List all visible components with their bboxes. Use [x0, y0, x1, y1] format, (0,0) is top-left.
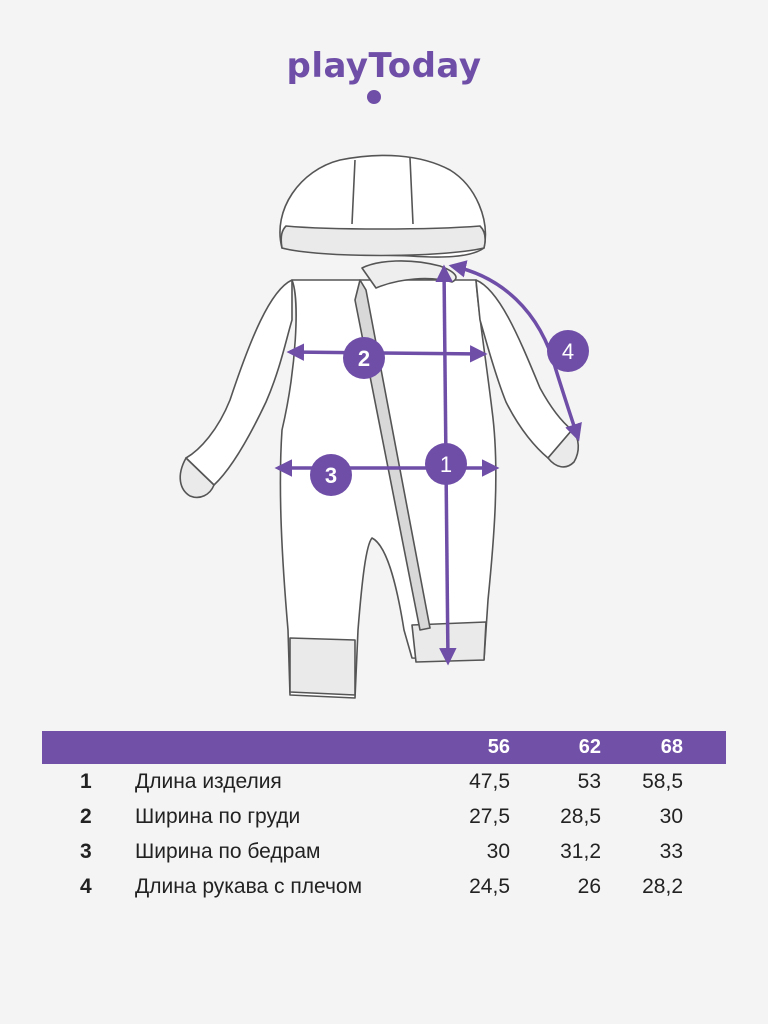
- size-table-header: 56 62 68: [42, 731, 726, 764]
- size-table: 56 62 68 1 Длина изделия 47,5 53 58,5 2 …: [42, 731, 726, 904]
- marker-4: 4: [547, 330, 589, 372]
- size-header-62: 62: [578, 736, 601, 758]
- table-row: 3 Ширина по бедрам 30 31,2 33: [42, 834, 726, 869]
- marker-2: 2: [343, 337, 385, 379]
- value-68: 33: [659, 840, 683, 863]
- value-56: 47,5: [469, 770, 510, 793]
- table-row: 4 Длина рукава с плечом 24,5 26 28,2: [42, 869, 726, 904]
- row-number: 1: [80, 770, 92, 793]
- marker-1-label: 1: [440, 452, 452, 477]
- value-56: 27,5: [469, 805, 510, 828]
- value-56: 30: [486, 840, 510, 863]
- marker-1: 1: [425, 443, 467, 485]
- measurement-name: Длина рукава с плечом: [135, 875, 363, 898]
- value-62: 53: [577, 770, 601, 793]
- value-62: 28,5: [560, 805, 601, 828]
- size-header-68: 68: [660, 736, 683, 758]
- size-header-56: 56: [487, 736, 510, 758]
- value-68: 58,5: [642, 770, 683, 793]
- value-56: 24,5: [469, 875, 510, 898]
- jumpsuit-measurement-diagram: 1 2 3 4: [179, 154, 589, 699]
- marker-3-label: 3: [325, 463, 337, 488]
- marker-3: 3: [310, 454, 352, 496]
- table-row: 1 Длина изделия 47,5 53 58,5: [42, 764, 726, 799]
- marker-2-label: 2: [358, 346, 370, 371]
- table-row: 2 Ширина по груди 27,5 28,5 30: [42, 799, 726, 834]
- row-number: 2: [80, 805, 92, 828]
- measurement-name: Ширина по груди: [135, 805, 301, 828]
- measurement-name: Длина изделия: [135, 770, 282, 793]
- row-number: 4: [80, 875, 92, 898]
- chest-arrow: [286, 343, 488, 363]
- brand-logo: playToday: [0, 46, 768, 86]
- hooded-jumpsuit-icon: [179, 154, 580, 699]
- value-68: 28,2: [642, 875, 683, 898]
- value-68: 30: [659, 805, 683, 828]
- value-62: 31,2: [560, 840, 601, 863]
- value-62: 26: [577, 875, 601, 898]
- logo-dot-icon: [367, 90, 381, 104]
- measurement-name: Ширина по бедрам: [135, 840, 321, 863]
- row-number: 3: [80, 840, 92, 863]
- marker-4-label: 4: [562, 339, 574, 364]
- logo-text: playToday: [286, 46, 482, 86]
